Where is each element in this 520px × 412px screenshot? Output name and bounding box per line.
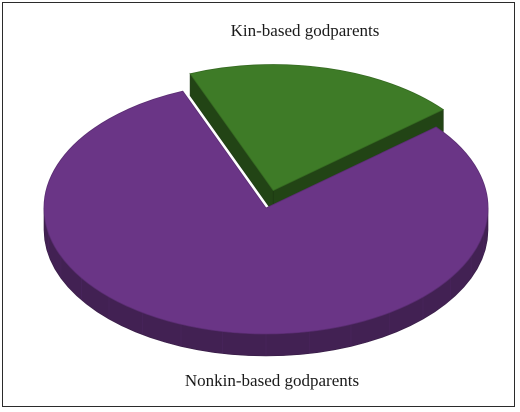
slice-label-kin-based-godparents: Kin-based godparents bbox=[231, 21, 380, 40]
pie-slice-nonkin-based-godparents bbox=[43, 90, 489, 335]
pie-slice-kin-based-godparents bbox=[189, 64, 445, 192]
slice-label-nonkin-based-godparents: Nonkin-based godparents bbox=[185, 371, 359, 390]
